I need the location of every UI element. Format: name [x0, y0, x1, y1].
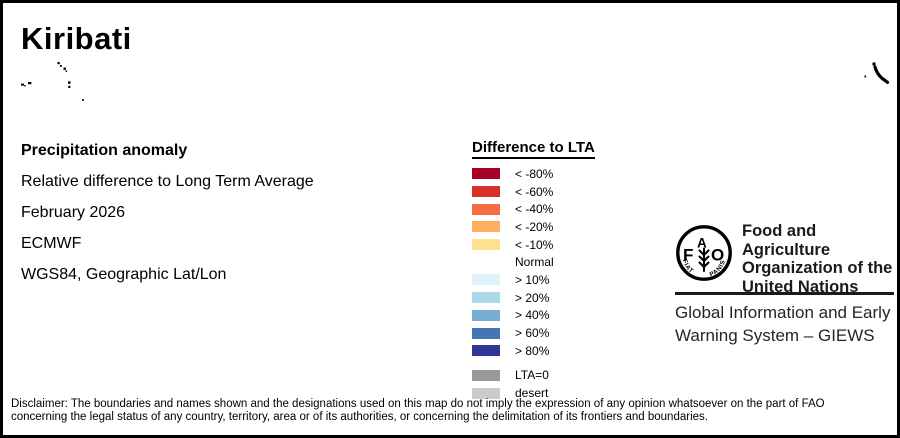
legend-swatch [472, 168, 500, 180]
legend-item: < -20% [472, 218, 595, 236]
legend-item: Normal [472, 253, 595, 271]
disclaimer-text: Disclaimer: The boundaries and names sho… [11, 398, 891, 424]
legend-item: > 20% [472, 289, 595, 307]
fao-logo-letter-f: F [683, 246, 693, 265]
fao-org-line: Organization of the [742, 259, 893, 278]
fao-org-line: Food and Agriculture [742, 222, 831, 259]
legend-label: < -60% [515, 184, 554, 199]
legend-label: desert [515, 386, 549, 401]
legend-swatch [472, 387, 500, 399]
legend-item: < -40% [472, 200, 595, 218]
legend-swatch [472, 345, 500, 357]
map-info-date: February 2026 [21, 204, 126, 221]
legend-item: > 10% [472, 271, 595, 289]
legend-swatch [472, 239, 500, 251]
legend-label: > 40% [515, 308, 550, 323]
legend-item: desert [472, 384, 595, 402]
island-atoll-arc [873, 65, 890, 84]
map-info-projection: WGS84, Geographic Lat/Lon [21, 266, 227, 283]
legend-label: < -40% [515, 202, 554, 217]
giews-label: Global Information and Early Warning Sys… [675, 302, 890, 347]
map-islands [21, 62, 890, 101]
legend-swatch [472, 256, 500, 268]
legend-item: < -80% [472, 165, 595, 183]
map-info-block: Precipitation anomaly Relative differenc… [21, 142, 314, 297]
legend-swatch [472, 292, 500, 304]
legend-item: > 40% [472, 307, 595, 325]
fao-org-line: United Nations [742, 277, 859, 296]
disclaimer-line-2: concerning the legal status of any count… [11, 411, 708, 423]
legend-label: > 10% [515, 272, 550, 287]
map-info-source: ECMWF [21, 235, 82, 252]
legend-swatch [472, 186, 500, 198]
legend-label: LTA=0 [515, 368, 549, 383]
island-dots [21, 62, 876, 101]
fao-logo-letter-a: A [697, 236, 707, 251]
giews-line: Warning System – GIEWS [675, 325, 875, 345]
legend-label: Normal [515, 255, 554, 270]
legend-item: < -10% [472, 236, 595, 254]
legend-label: > 60% [515, 326, 550, 341]
map-subtitle: Precipitation anomaly [21, 142, 188, 159]
legend-item: < -60% [472, 183, 595, 201]
legend-swatch [472, 369, 500, 381]
legend-label: < -10% [515, 237, 554, 252]
legend-label: > 20% [515, 290, 550, 305]
wheat-ear-icon [698, 247, 710, 272]
legend-swatch [472, 221, 500, 233]
legend-item: LTA=0 [472, 367, 595, 385]
legend-swatch [472, 309, 500, 321]
legend-title: Difference to LTA [472, 139, 595, 159]
legend-swatch [472, 327, 500, 339]
legend-item: > 60% [472, 324, 595, 342]
legend-swatch [472, 274, 500, 286]
fao-org-name: Food and Agriculture Organization of the… [742, 222, 897, 296]
fao-logo-ring [676, 225, 732, 281]
page-title: Kiribati [21, 21, 132, 56]
legend-label: < -20% [515, 219, 554, 234]
fao-logo-icon: F A O FIAT PANIS [676, 225, 732, 281]
legend-items: < -80% < -60% < -40% < -20% < -10% Normal > 10… [472, 165, 595, 360]
giews-line: Global Information and Early [675, 303, 891, 322]
legend-label: < -80% [515, 166, 554, 181]
map-info-line: Relative difference to Long Term Average [21, 173, 314, 190]
legend-swatch [472, 203, 500, 215]
fao-divider [675, 292, 894, 295]
disclaimer-line-1: Disclaimer: The boundaries and names sho… [11, 398, 825, 410]
fao-logo-letter-o: O [711, 246, 724, 265]
legend-extra-items: LTA=0 desert [472, 367, 595, 402]
legend: Difference to LTA < -80% < -60% < -40% < -2… [472, 139, 595, 402]
legend-item: > 80% [472, 342, 595, 360]
legend-label: > 80% [515, 343, 550, 358]
